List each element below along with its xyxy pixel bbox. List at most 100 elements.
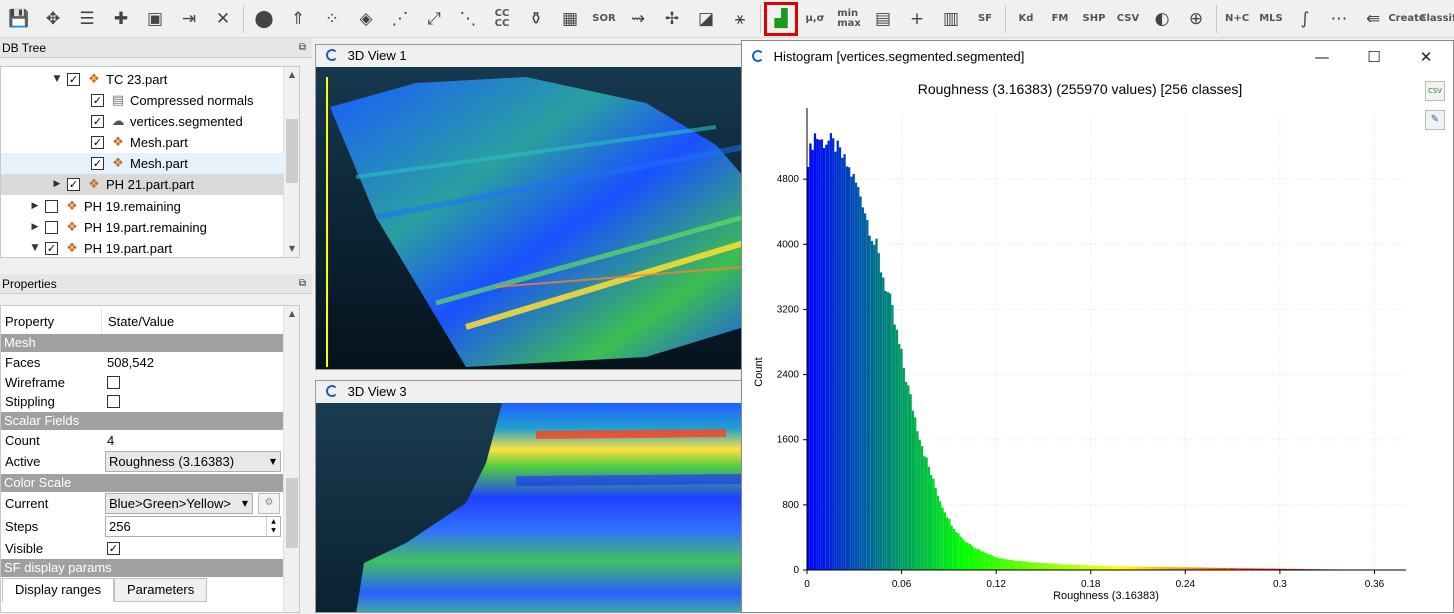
scale-icon[interactable]: ⤢ xyxy=(419,4,449,34)
scroll-up-icon[interactable]: ▲ xyxy=(284,67,300,83)
visibility-checkbox[interactable]: ✓ xyxy=(91,157,104,170)
color-icon[interactable]: ▣ xyxy=(140,4,170,34)
segment-icon[interactable]: ⋰ xyxy=(385,4,415,34)
histogram-bar xyxy=(914,417,916,570)
normals-icon[interactable]: ⇑ xyxy=(283,4,313,34)
gear-icon[interactable]: ⚙ xyxy=(258,493,280,514)
histogram-chart[interactable]: Roughness (3.16383) (255970 values) [256… xyxy=(742,74,1422,614)
connected-components-icon[interactable]: CC CC xyxy=(487,4,517,34)
kd-tree-icon[interactable]: Kd xyxy=(1011,4,1041,34)
spin-arrows-icon[interactable]: ▲▼ xyxy=(266,517,280,536)
scroll-thumb[interactable] xyxy=(286,119,298,183)
tree-item[interactable]: ▶❖PH 19.remaining xyxy=(1,196,284,217)
shp-icon[interactable]: SHP xyxy=(1079,4,1109,34)
steps-spinbox[interactable]: 256 ▲▼ xyxy=(105,516,281,537)
close-button[interactable]: ✕ xyxy=(1403,41,1449,73)
tree-item[interactable]: ▼✓❖TC 23.part xyxy=(1,69,284,90)
list-icon[interactable]: ☰ xyxy=(72,4,102,34)
sphere-icon[interactable]: ◐ xyxy=(1147,4,1177,34)
visibility-checkbox[interactable]: ✓ xyxy=(91,115,104,128)
calculator-icon[interactable]: ▤ xyxy=(868,4,898,34)
properties-scrollbar[interactable]: ▲ xyxy=(283,306,299,612)
sample-points-icon[interactable]: ⬤ xyxy=(249,4,279,34)
visible-checkbox[interactable]: ✓ xyxy=(107,542,120,555)
tree-item[interactable]: ✓❖Mesh.part xyxy=(1,153,284,174)
mls-icon[interactable]: MLS xyxy=(1256,4,1286,34)
delete-icon[interactable]: ✕ xyxy=(208,4,238,34)
csv-icon[interactable]: CSV xyxy=(1113,4,1143,34)
merge-icon[interactable]: ✚ xyxy=(106,4,136,34)
expand-arrow-icon[interactable]: ▼ xyxy=(51,69,63,90)
noise-icon[interactable]: ▦ xyxy=(555,4,585,34)
ransac-icon[interactable]: ∫ xyxy=(1290,4,1320,34)
sf-arithmetic-icon[interactable]: ▥ xyxy=(936,4,966,34)
tree-item[interactable]: ✓▤Compressed normals xyxy=(1,90,284,111)
scalar-field-icon[interactable]: SF xyxy=(970,4,1000,34)
translate-icon[interactable]: ✢ xyxy=(657,4,687,34)
db-tree-scrollbar[interactable]: ▲ ▼ xyxy=(283,67,299,257)
3d-view-3[interactable]: 3D View 3 xyxy=(315,380,743,613)
minimize-button[interactable]: — xyxy=(1299,41,1345,73)
stippling-checkbox[interactable] xyxy=(107,395,120,408)
plane-icon[interactable]: ◪ xyxy=(691,4,721,34)
graphical-transform-icon[interactable]: ✥ xyxy=(38,4,68,34)
export-csv-button[interactable]: CSV xyxy=(1425,81,1445,101)
visibility-checkbox[interactable]: ✓ xyxy=(67,73,80,86)
sor-icon[interactable]: SOR xyxy=(589,4,619,34)
histogram-bar xyxy=(1128,566,1130,570)
tree-item[interactable]: ▼✓❖PH 19.part.part xyxy=(1,238,284,258)
globe-icon[interactable]: ⊕ xyxy=(1181,4,1211,34)
undock-icon[interactable]: ⧉ xyxy=(299,38,306,58)
visibility-checkbox[interactable] xyxy=(45,200,58,213)
collapse-arrow-icon[interactable]: ▶ xyxy=(29,217,41,238)
visibility-checkbox[interactable] xyxy=(45,221,58,234)
color-scale-select[interactable]: Blue>Green>Yellow> ▼ xyxy=(105,493,253,514)
maximize-button[interactable]: ☐ xyxy=(1351,41,1397,73)
histogram-icon[interactable]: ▟ xyxy=(766,4,796,34)
add-icon[interactable]: + xyxy=(902,4,932,34)
tree-item[interactable]: ✓☁vertices.segmented xyxy=(1,111,284,132)
compute-distance-icon[interactable]: ⇝ xyxy=(623,4,653,34)
n-plus-c-icon[interactable]: N+C xyxy=(1222,4,1252,34)
tab-parameters[interactable]: Parameters xyxy=(114,578,207,602)
export-icon[interactable]: ⇥ xyxy=(174,4,204,34)
visibility-checkbox[interactable]: ✓ xyxy=(67,178,80,191)
visibility-checkbox[interactable]: ✓ xyxy=(91,94,104,107)
scroll-up-icon[interactable]: ▲ xyxy=(284,306,300,322)
collapse-arrow-icon[interactable]: ▶ xyxy=(51,174,63,195)
histogram-title-bar[interactable]: Histogram [vertices.segmented.segmented] xyxy=(742,41,1453,73)
histogram-bar xyxy=(837,141,839,570)
sf-gradient-icon[interactable]: μ,σ xyxy=(800,4,830,34)
mesh-icon[interactable]: ◈ xyxy=(351,4,381,34)
tree-item[interactable]: ▶❖PH 19.part.remaining xyxy=(1,217,284,238)
visibility-checkbox[interactable]: ✓ xyxy=(91,136,104,149)
filter-icon[interactable]: ⚱ xyxy=(521,4,551,34)
minmax-icon[interactable]: min max xyxy=(834,4,864,34)
visibility-checkbox[interactable]: ✓ xyxy=(45,242,58,255)
tree-item[interactable]: ✓❖Mesh.part xyxy=(1,132,284,153)
canupo-create-icon[interactable]: Create xyxy=(1392,4,1422,34)
db-tree[interactable]: ▲ ▼ ▼✓❖TC 23.part✓▤Compressed normals✓☁v… xyxy=(0,66,300,258)
wireframe-checkbox[interactable] xyxy=(107,376,120,389)
qcompass-icon[interactable]: ⇚ xyxy=(1358,4,1388,34)
undock-icon[interactable]: ⧉ xyxy=(299,274,306,294)
expand-arrow-icon[interactable]: ▼ xyxy=(29,238,41,258)
3d-view-1[interactable]: 3D View 1 xyxy=(315,44,743,370)
scroll-down-icon[interactable]: ▼ xyxy=(284,241,300,257)
tab-display-ranges[interactable]: Display ranges xyxy=(2,578,114,602)
pick-icon[interactable]: ⚹ xyxy=(725,4,755,34)
3d-view-3-canvas[interactable] xyxy=(316,403,743,613)
canupo-classify-icon[interactable]: Classify xyxy=(1426,4,1454,34)
fast-marching-icon[interactable]: FM xyxy=(1045,4,1075,34)
scroll-thumb[interactable] xyxy=(286,478,298,548)
active-sf-select[interactable]: Roughness (3.16383) ▼ xyxy=(105,451,281,472)
collapse-arrow-icon[interactable]: ▶ xyxy=(29,196,41,217)
facets-icon[interactable]: ⋯ xyxy=(1324,4,1354,34)
subsample-icon[interactable]: ⁘ xyxy=(317,4,347,34)
tree-item[interactable]: ▶✓❖PH 21.part.part xyxy=(1,174,284,195)
cross-section-icon[interactable]: ⋱ xyxy=(453,4,483,34)
steps-value: 256 xyxy=(109,519,131,534)
save-icon[interactable]: 💾 xyxy=(4,4,34,34)
3d-view-1-canvas[interactable] xyxy=(316,67,743,370)
export-image-button[interactable]: ✎ xyxy=(1425,110,1445,130)
